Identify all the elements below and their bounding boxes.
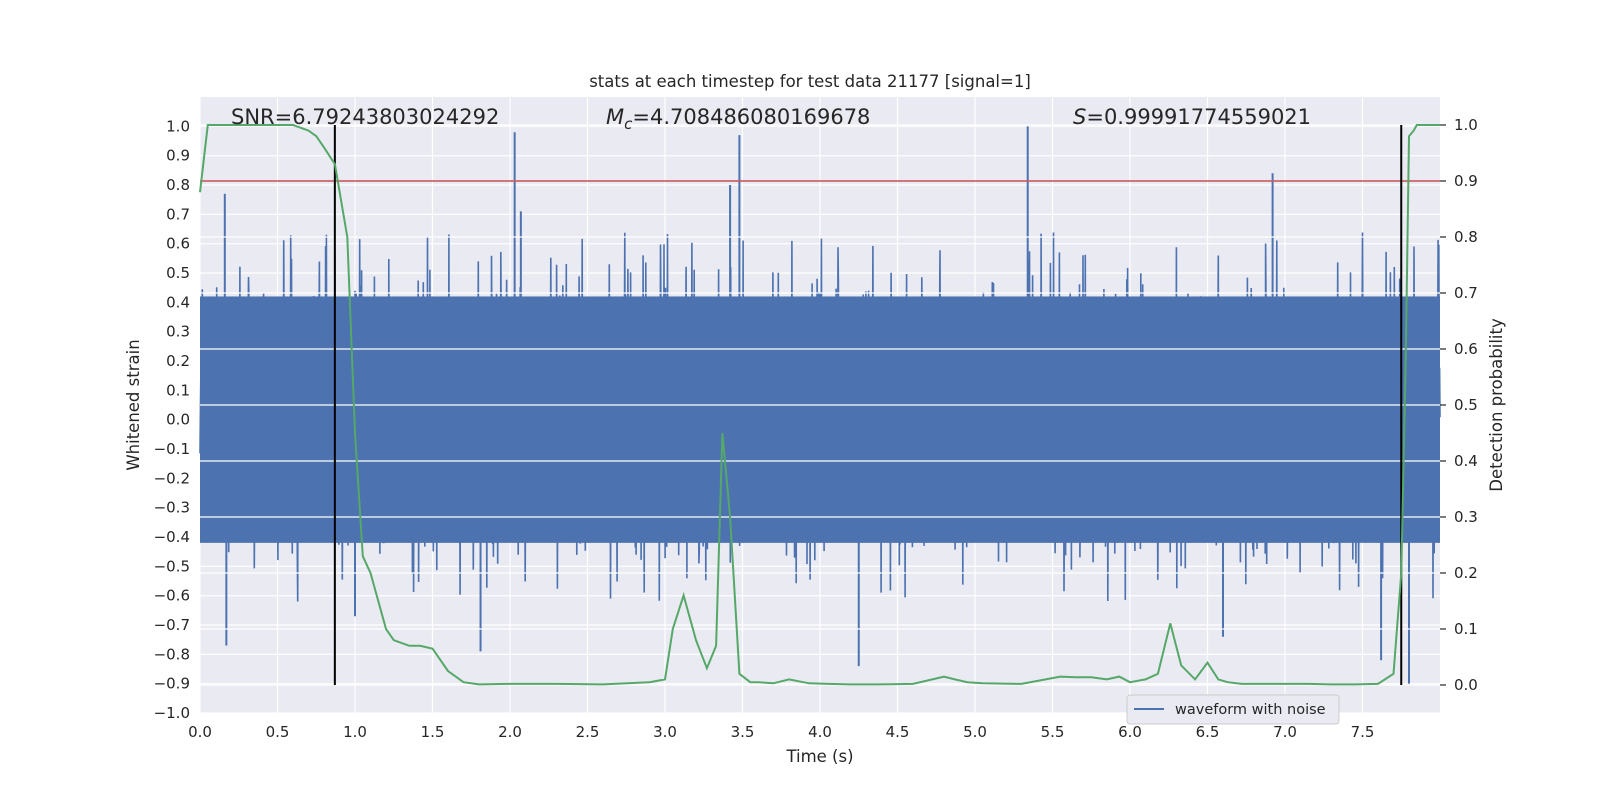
left-y-tick-label: −0.9 — [154, 675, 190, 693]
legend: waveform with noise — [1126, 694, 1340, 725]
left-y-tick-label: 1.0 — [166, 117, 190, 135]
x-tick-label: 1.5 — [421, 723, 445, 741]
left-y-tick-label: −0.6 — [154, 587, 190, 605]
left-y-tick-label: 0.7 — [166, 205, 190, 223]
left-y-tick-label: −0.8 — [154, 645, 190, 663]
right-y-tick-label: 0.5 — [1454, 396, 1478, 414]
waveform-with-noise-series — [199, 126, 1441, 684]
x-tick-label: 5.0 — [963, 723, 987, 741]
left-y-tick-label: 0.8 — [166, 176, 190, 194]
right-y-tick-label: 0.7 — [1454, 284, 1478, 302]
significance-value: =0.99991774559021 — [1086, 105, 1311, 129]
detection-probability-series — [199, 124, 1440, 686]
left-y-tick-label: 0.0 — [166, 411, 190, 429]
x-axis-ticks: 0.0 0.5 1.0 1.5 2.0 2.5 3.0 3.5 4.0 4.5 5.0 5.5 6.0 6… — [188, 723, 1374, 741]
left-y-tick-label: 0.2 — [166, 352, 190, 370]
x-tick-label: 4.0 — [808, 723, 832, 741]
right-y-tick-label: 0.8 — [1454, 228, 1478, 246]
x-tick-label: 2.0 — [498, 723, 522, 741]
detection-probability-line — [199, 124, 1440, 686]
x-tick-label: 7.0 — [1273, 723, 1297, 741]
x-tick-label: 3.0 — [653, 723, 677, 741]
chirp-mass-annotation: Mc=4.708486080169678 — [606, 105, 870, 133]
right-y-tick-label: 0.9 — [1454, 172, 1478, 190]
left-y-tick-label: −0.3 — [154, 499, 190, 517]
chirp-mass-value: =4.708486080169678 — [632, 105, 870, 129]
left-y-tick-label: −1.0 — [154, 704, 190, 722]
right-y-tick-label: 0.4 — [1454, 452, 1478, 470]
left-y-tick-label: −0.1 — [154, 440, 190, 458]
x-axis-label: Time (s) — [785, 747, 853, 766]
left-y-tick-label: 0.6 — [166, 235, 190, 253]
left-y-tick-label: 0.4 — [166, 293, 190, 311]
vertical-markers — [333, 125, 1403, 685]
left-y-axis-ticks: −1.0 −0.9 −0.8 −0.7 −0.6 −0.5 −0.4 −0.3 −0.2 −0.1… — [154, 117, 190, 722]
right-y-axis-ticks: 0.0 0.1 0.2 0.3 0.4 0.5 0.6 0.7 0.8 0.9 1.0 — [1440, 116, 1478, 694]
right-axis-grid — [200, 124, 1440, 686]
waveform-dense-band — [200, 296, 1440, 543]
left-y-tick-label: −0.5 — [154, 557, 190, 575]
x-tick-label: 0.5 — [266, 723, 290, 741]
x-tick-label: 3.5 — [731, 723, 755, 741]
left-y-tick-label: −0.2 — [154, 469, 190, 487]
right-y-tick-label: 0.6 — [1454, 340, 1478, 358]
significance-symbol: S — [1073, 105, 1086, 129]
x-tick-label: 4.5 — [886, 723, 910, 741]
left-y-tick-label: 0.9 — [166, 147, 190, 165]
right-y-tick-label: 0.0 — [1454, 676, 1478, 694]
chirp-mass-subscript: c — [624, 115, 633, 133]
left-y-tick-label: −0.7 — [154, 616, 190, 634]
left-y-tick-label: 0.3 — [166, 323, 190, 341]
left-y-tick-label: −0.4 — [154, 528, 190, 546]
legend-label-waveform: waveform with noise — [1175, 702, 1326, 718]
x-tick-label: 2.5 — [576, 723, 600, 741]
x-tick-label: 6.0 — [1118, 723, 1142, 741]
x-tick-label: 1.0 — [343, 723, 367, 741]
right-y-tick-label: 0.2 — [1454, 564, 1478, 582]
right-y-tick-label: 0.1 — [1454, 620, 1478, 638]
x-tick-label: 0.0 — [188, 723, 212, 741]
left-y-tick-label: 0.5 — [166, 264, 190, 282]
snr-annotation: SNR=6.79243803024292 — [231, 105, 499, 129]
right-y-axis-label: Detection probability — [1487, 318, 1506, 492]
chart-title: stats at each timestep for test data 211… — [589, 72, 1031, 91]
right-y-tick-label: 1.0 — [1454, 116, 1478, 134]
x-tick-label: 5.5 — [1041, 723, 1065, 741]
left-y-tick-label: 0.1 — [166, 381, 190, 399]
x-tick-label: 6.5 — [1196, 723, 1220, 741]
right-y-tick-label: 0.3 — [1454, 508, 1478, 526]
left-y-axis-label: Whitened strain — [124, 339, 143, 470]
legend-box — [1126, 694, 1340, 725]
chirp-mass-symbol: M — [606, 105, 624, 129]
x-tick-label: 7.5 — [1351, 723, 1375, 741]
significance-annotation: S=0.99991774559021 — [1073, 105, 1311, 129]
